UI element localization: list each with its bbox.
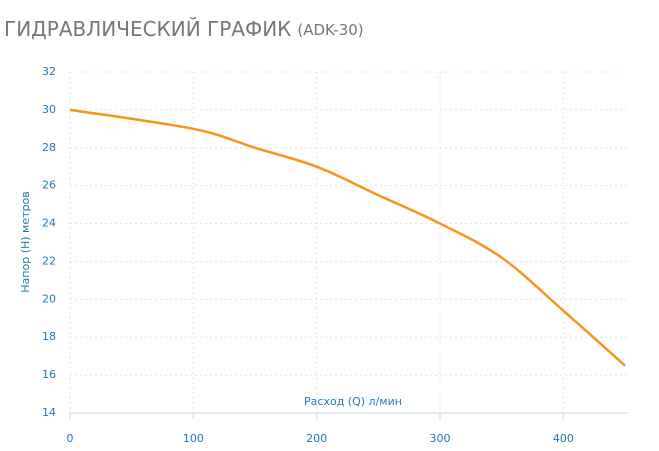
x-tick-label: 300 [430, 432, 451, 445]
y-tick-label: 22 [42, 254, 56, 267]
y-axis-label: Напор (H) метров [19, 191, 32, 292]
y-tick-label: 30 [42, 103, 56, 116]
y-tick-label: 26 [42, 179, 56, 192]
y-tick-label: 24 [42, 217, 56, 230]
x-tick-label: 400 [553, 432, 574, 445]
subtitle: (ADK-30) [297, 21, 363, 39]
x-tick-label: 0 [67, 432, 74, 445]
y-tick-label: 32 [42, 65, 56, 78]
y-tick-label: 14 [42, 406, 56, 419]
x-tick-label: 100 [183, 432, 204, 445]
y-tick-label: 18 [42, 330, 56, 343]
data-line [69, 108, 626, 367]
y-tick-label: 16 [42, 368, 56, 381]
y-tick-label: 20 [42, 292, 56, 305]
title: ГИДРАВЛИЧЕСКИЙ ГРАФИК [4, 17, 291, 41]
x-axis-label: Расход (Q) л/мин [304, 395, 402, 408]
y-tick-label: 28 [42, 141, 56, 154]
chart-title: ГИДРАВЛИЧЕСКИЙ ГРАФИК (ADK-30) [4, 17, 364, 41]
x-tick-label: 200 [306, 432, 327, 445]
